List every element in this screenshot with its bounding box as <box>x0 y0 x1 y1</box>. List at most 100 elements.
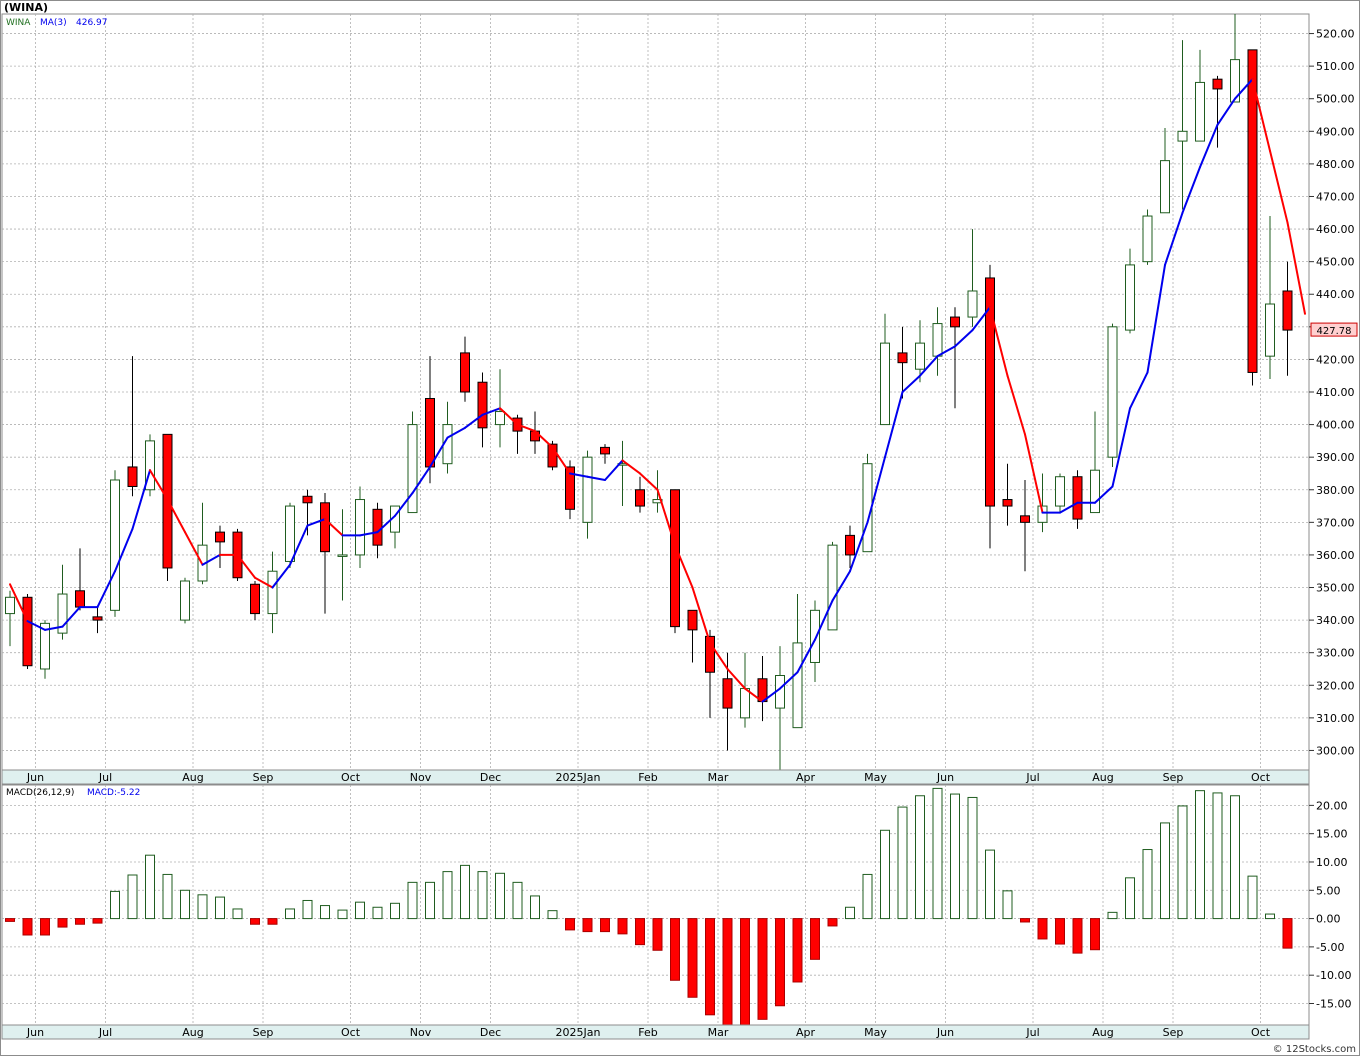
macd-tick-label: -15.00 <box>1316 997 1351 1010</box>
candle-up <box>967 229 978 327</box>
price-tick-label: 310.00 <box>1316 712 1355 725</box>
legend-ma-value: 426.97 <box>76 18 108 28</box>
ma3-segment <box>324 518 344 537</box>
price-tick-label: 370.00 <box>1316 516 1355 529</box>
price-month-label: Oct <box>1251 771 1271 784</box>
last-price-tag: 427.78 <box>1310 322 1358 337</box>
macd-legend-value: MACD:-5.22 <box>87 788 140 798</box>
price-month-label: Aug <box>182 771 203 784</box>
ma3-segment <box>919 355 939 377</box>
candle-down <box>22 594 33 669</box>
price-month-label: Oct <box>341 771 361 784</box>
candle-body <box>1247 49 1258 373</box>
ma3-segment <box>359 531 379 537</box>
macd-bar-negative <box>22 918 33 936</box>
candle-body <box>1230 59 1240 103</box>
candle-body <box>1055 476 1065 507</box>
candle-body <box>495 411 505 426</box>
candle-up <box>110 470 120 617</box>
macd-month-label: May <box>864 1026 887 1039</box>
candle-body <box>1002 499 1013 507</box>
ma3-segment <box>44 625 64 631</box>
macd-bar-positive <box>1212 792 1223 920</box>
candle-up <box>285 502 295 568</box>
candle-down <box>1020 479 1030 572</box>
macd-bar-positive <box>372 906 383 920</box>
macd-bar-negative <box>600 918 610 933</box>
macd-bar-positive <box>845 906 855 920</box>
macd-bar-negative <box>565 918 575 931</box>
macd-bar-negative <box>775 918 785 1007</box>
ma3-segment <box>604 459 624 481</box>
candle-down <box>635 476 645 513</box>
candle-body <box>180 580 190 621</box>
price-tick-label: 350.00 <box>1316 582 1355 595</box>
ma3-segment <box>184 531 204 566</box>
macd-month-label: Jun <box>26 1026 44 1039</box>
candle-up <box>5 590 15 647</box>
macd-bar-positive <box>127 874 138 920</box>
price-month-label: Jul <box>98 771 112 784</box>
macd-bars <box>5 787 1293 1027</box>
candle-up <box>1195 49 1205 142</box>
ma3-segment <box>1129 371 1149 410</box>
ma3-segment <box>61 606 81 628</box>
macd-month-label: 2025Jan <box>556 1026 601 1039</box>
ma3-segment <box>656 488 676 547</box>
candle-body <box>1107 326 1118 458</box>
candle-body <box>705 635 715 673</box>
ma3-segment <box>779 671 799 690</box>
candle-body <box>57 593 68 634</box>
macd-tick-label: 0.00 <box>1316 913 1341 926</box>
candle-down <box>250 581 260 621</box>
macd-month-label: Feb <box>638 1026 657 1039</box>
ma3-segment <box>744 687 764 703</box>
macd-bar-positive <box>1107 911 1118 920</box>
price-month-label: Apr <box>796 771 816 784</box>
macd-month-label: Oct <box>341 1026 361 1039</box>
candle-body <box>530 430 540 442</box>
ma3-segment <box>1251 78 1271 152</box>
candle-down <box>1282 261 1293 376</box>
price-x-axis: Jun Jul Aug Sep Oct Nov Dec 2025Jan Feb Mar Apr May… <box>26 771 1271 784</box>
candle-body <box>687 609 698 631</box>
ma3-segment <box>254 576 274 589</box>
price-month-label: 2025Jan <box>556 771 601 784</box>
price-tick-label: 450.00 <box>1316 256 1355 269</box>
macd-bar-positive <box>477 871 488 920</box>
candle-down <box>1072 470 1083 529</box>
candle-down <box>162 433 173 581</box>
candle-body <box>565 466 575 510</box>
ma3-segment <box>796 638 816 674</box>
ma3-segment <box>464 413 484 429</box>
macd-bar-positive <box>355 901 365 920</box>
candle-body <box>285 505 295 562</box>
candle-body <box>740 688 750 719</box>
candle-down <box>477 372 488 448</box>
candle-up <box>180 577 190 624</box>
price-tick-label: 330.00 <box>1316 647 1355 660</box>
ma3-segment <box>814 599 834 641</box>
candle-down <box>1212 75 1223 148</box>
candle-up <box>1160 128 1170 214</box>
candle-body <box>302 495 313 504</box>
macd-tick-label: 10.00 <box>1316 856 1348 869</box>
ma3-segment <box>989 306 1009 377</box>
ma3-segment <box>831 570 851 602</box>
candle-body <box>915 342 925 370</box>
price-x-axis-band <box>1 769 1310 785</box>
macd-bar-positive <box>1002 890 1013 920</box>
macd-month-label: Nov <box>410 1026 432 1039</box>
ma3-segment <box>446 426 466 439</box>
ma3-segment <box>114 527 134 573</box>
price-tick-label: 500.00 <box>1316 93 1355 106</box>
ma3-segment <box>569 472 589 478</box>
macd-month-label: Aug <box>182 1026 203 1039</box>
candle-up <box>862 453 873 553</box>
candle-body <box>897 352 908 364</box>
candle-body <box>1177 130 1188 142</box>
ma3-segment <box>709 641 729 670</box>
ma3-segment <box>1216 97 1236 126</box>
ma3-segment <box>306 518 326 527</box>
macd-bar-negative <box>1037 918 1048 940</box>
